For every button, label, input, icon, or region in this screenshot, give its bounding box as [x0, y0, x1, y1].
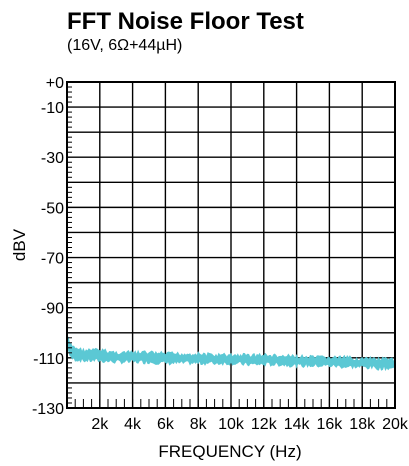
- y-axis: +0 -10 -30 -50 -70 -90 -110 -130: [32, 75, 64, 418]
- y-tick-label: -90: [41, 301, 64, 318]
- x-axis-label: FREQUENCY (Hz): [158, 442, 301, 461]
- y-axis-label: dBV: [10, 228, 29, 261]
- x-tick-label: 6k: [157, 416, 175, 433]
- y-tick-label: -10: [41, 100, 64, 117]
- x-tick-label: 4k: [124, 416, 142, 433]
- chart-subtitle: (16V, 6Ω+44µH): [67, 37, 182, 54]
- x-tick-label: 10k: [218, 416, 245, 433]
- y-tick-label: -30: [41, 150, 64, 167]
- y-tick-label: -50: [41, 200, 64, 217]
- x-tick-label: 14k: [284, 416, 311, 433]
- x-tick-label: 12k: [251, 416, 278, 433]
- plot-frame: [66, 81, 396, 409]
- x-tick-label: 2k: [91, 416, 109, 433]
- y-tick-label: -110: [33, 351, 64, 368]
- x-tick-label: 18k: [349, 416, 376, 433]
- x-tick-label: 16k: [317, 416, 344, 433]
- x-axis: 2k 4k 6k 8k 10k 12k 14k 16k 18k 20k: [91, 416, 409, 433]
- y-tick-label: -70: [41, 251, 64, 268]
- x-tick-label: 8k: [190, 416, 208, 433]
- x-tick-label: 20k: [382, 416, 409, 433]
- grid: [67, 82, 395, 408]
- y-tick-label: -130: [32, 401, 64, 418]
- chart-title: FFT Noise Floor Test: [67, 8, 304, 35]
- y-tick-label: +0: [46, 75, 64, 92]
